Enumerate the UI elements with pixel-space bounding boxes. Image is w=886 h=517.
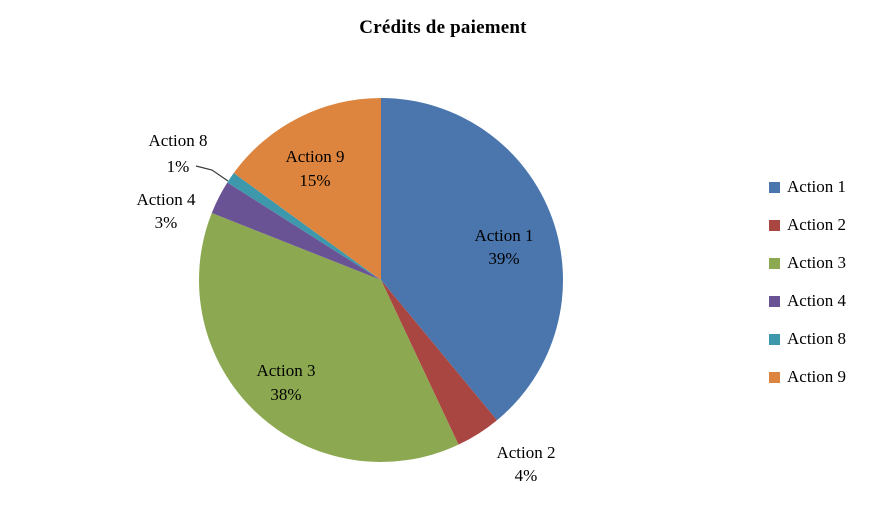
slice-label-action-4: Action 4 3% <box>136 190 196 232</box>
pie-slice-action-4 <box>211 182 381 280</box>
slice-label-action-1: Action 1 39% <box>474 226 533 268</box>
slice-label-action-3: Action 3 38% <box>256 361 315 404</box>
legend-item-action-8: Action 8 <box>769 320 846 358</box>
pie-slice-action-3 <box>198 213 459 463</box>
legend-label: Action 9 <box>787 367 847 386</box>
pie-slice-action-8 <box>227 173 381 280</box>
legend-item-action-4: Action 4 <box>769 282 846 320</box>
legend-item-action-1: Action 1 <box>769 168 846 206</box>
chart-title: Crédits de paiement <box>359 17 527 38</box>
legend-swatch-action-4 <box>769 295 780 307</box>
slice-label-action-2: Action 2 4% <box>496 443 555 485</box>
legend-label: Action 4 <box>787 291 847 310</box>
legend-item-action-3: Action 3 <box>769 244 846 282</box>
legend: Action 1 Action 2 Action 3 Action 4 Acti… <box>769 168 846 396</box>
legend-label: Action 1 <box>787 177 847 196</box>
pie-slice-action-1 <box>381 98 563 421</box>
legend-item-action-9: Action 9 <box>769 358 846 396</box>
legend-label: Action 2 <box>787 215 847 234</box>
legend-swatch-action-1 <box>769 181 780 193</box>
leader-line-action-8 <box>195 165 229 182</box>
pie-slice-action-9 <box>233 98 381 280</box>
legend-label: Action 3 <box>787 253 847 272</box>
legend-swatch-action-3 <box>769 257 780 269</box>
legend-item-action-2: Action 2 <box>769 206 846 244</box>
pie-slice-action-2 <box>381 280 498 445</box>
legend-swatch-action-2 <box>769 219 780 231</box>
legend-swatch-action-8 <box>769 333 780 345</box>
slice-label-action-9: Action 9 15% <box>285 147 344 190</box>
legend-swatch-action-9 <box>769 371 780 383</box>
slice-label-action-8: Action 8 1% <box>148 131 207 176</box>
legend-label: Action 8 <box>787 329 847 348</box>
